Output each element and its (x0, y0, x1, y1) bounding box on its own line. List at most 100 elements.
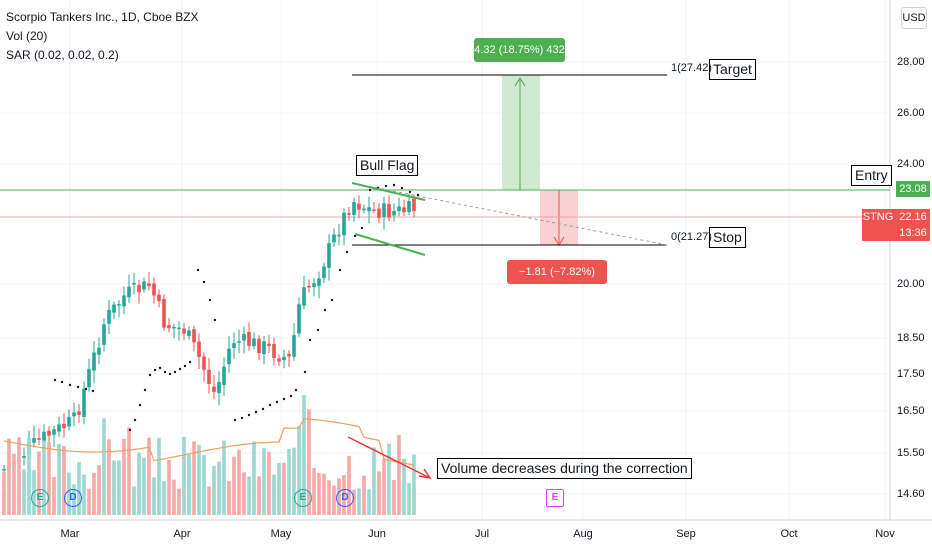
candle-body (392, 210, 396, 216)
x-tick-label: Nov (875, 528, 895, 540)
currency-button[interactable]: USD (901, 7, 927, 29)
sar-dot (392, 183, 396, 187)
y-tick-label: 20.00 (897, 278, 925, 290)
candle-body (112, 304, 116, 313)
y-tick-label: 26.00 (897, 107, 925, 119)
candle-body (307, 285, 311, 288)
dividend-badge[interactable]: D (336, 489, 354, 507)
sar-dot (233, 418, 237, 422)
sar-dot (268, 403, 272, 407)
volume-bar (7, 438, 11, 515)
volume-bar (177, 488, 181, 515)
x-tick-label: Aug (573, 528, 593, 540)
candle-body (57, 424, 61, 432)
sar-dot (289, 394, 293, 398)
earnings-badge[interactable]: E (546, 489, 564, 507)
volume-bar (327, 480, 331, 515)
volume-bar (37, 451, 41, 515)
sar-dot (128, 428, 132, 432)
volume-bar (182, 437, 186, 515)
volume-bar (27, 437, 31, 515)
entry-label[interactable]: Entry (851, 165, 892, 186)
volume-bar (402, 458, 406, 515)
volume-bar (312, 467, 316, 515)
candle-body (342, 212, 346, 236)
candle-body (32, 438, 36, 443)
y-tick-label: 28.00 (897, 56, 925, 68)
candle-body (262, 341, 266, 355)
sar-dot (316, 328, 320, 332)
volume-bar (382, 458, 386, 515)
sar-dot (53, 378, 57, 382)
legend-sar: SAR (0.02, 0.02, 0.2) (6, 48, 119, 62)
candle-body (92, 352, 96, 371)
volume-bar (377, 471, 381, 515)
volume-bar (237, 449, 241, 515)
last-price: 22.16 (899, 211, 927, 223)
volume-bar (152, 477, 156, 515)
volume-bar (147, 437, 151, 515)
volume-bar (107, 439, 111, 515)
candle-body (332, 234, 336, 243)
candle-body (387, 204, 391, 218)
stop-label[interactable]: Stop (709, 227, 746, 248)
volume-bar (297, 425, 301, 515)
volume-bar (367, 489, 371, 515)
volume-bar (52, 477, 56, 515)
sar-dot (400, 186, 404, 190)
candle-body (202, 356, 206, 370)
sar-dot (91, 389, 95, 393)
volume-bar (207, 486, 211, 515)
sar-dot (416, 193, 420, 197)
candle-body (47, 430, 51, 436)
volume-bar (87, 488, 91, 515)
earnings-badge[interactable]: E (294, 489, 312, 507)
candle-body (302, 287, 306, 306)
fib-stop-label: 0(21.27) (671, 231, 712, 243)
sar-dot (353, 234, 357, 238)
volume-bar (92, 472, 96, 515)
target-label[interactable]: Target (709, 59, 756, 80)
volume-bar (352, 489, 356, 515)
candle-body (127, 286, 131, 298)
volume-bar (22, 469, 26, 515)
candle-body (322, 266, 326, 278)
sar-dot (345, 250, 349, 254)
x-tick-label: Jul (474, 528, 490, 540)
volume-bar (192, 441, 196, 515)
y-tick-label: 14.60 (897, 488, 925, 500)
volume-bar (252, 441, 256, 515)
earnings-badge[interactable]: E (31, 489, 49, 507)
x-tick-label: May (270, 528, 292, 540)
x-tick-label: Mar (60, 528, 80, 540)
candle-body (352, 202, 356, 215)
candle-body (397, 206, 401, 212)
volume-bar (137, 452, 141, 515)
candle-body (187, 330, 191, 336)
x-tick-label: Oct (780, 528, 798, 540)
volume-bar (412, 454, 416, 515)
dividend-badge[interactable]: D (64, 489, 82, 507)
candle-body (337, 234, 341, 237)
candle-body (227, 348, 231, 365)
candle-body (222, 366, 226, 385)
sar-dot (202, 280, 206, 284)
sar-dot (163, 370, 167, 374)
volume-bar (167, 460, 171, 515)
sar-dot (384, 184, 388, 188)
candle-body (272, 344, 276, 358)
volume-bar (17, 437, 21, 515)
bull-flag-label[interactable]: Bull Flag (356, 155, 419, 176)
volume-bar (362, 475, 366, 515)
volume-bar (307, 409, 311, 515)
volume-note-label[interactable]: Volume decreases during the correction (437, 458, 692, 479)
candle-body (157, 294, 161, 302)
candle-body (372, 209, 376, 211)
volume-bar (122, 438, 126, 515)
volume-bar (257, 476, 261, 515)
volume-bar (12, 453, 16, 515)
candle-body (102, 324, 106, 345)
volume-bar (332, 485, 336, 515)
sar-dot (143, 388, 147, 392)
